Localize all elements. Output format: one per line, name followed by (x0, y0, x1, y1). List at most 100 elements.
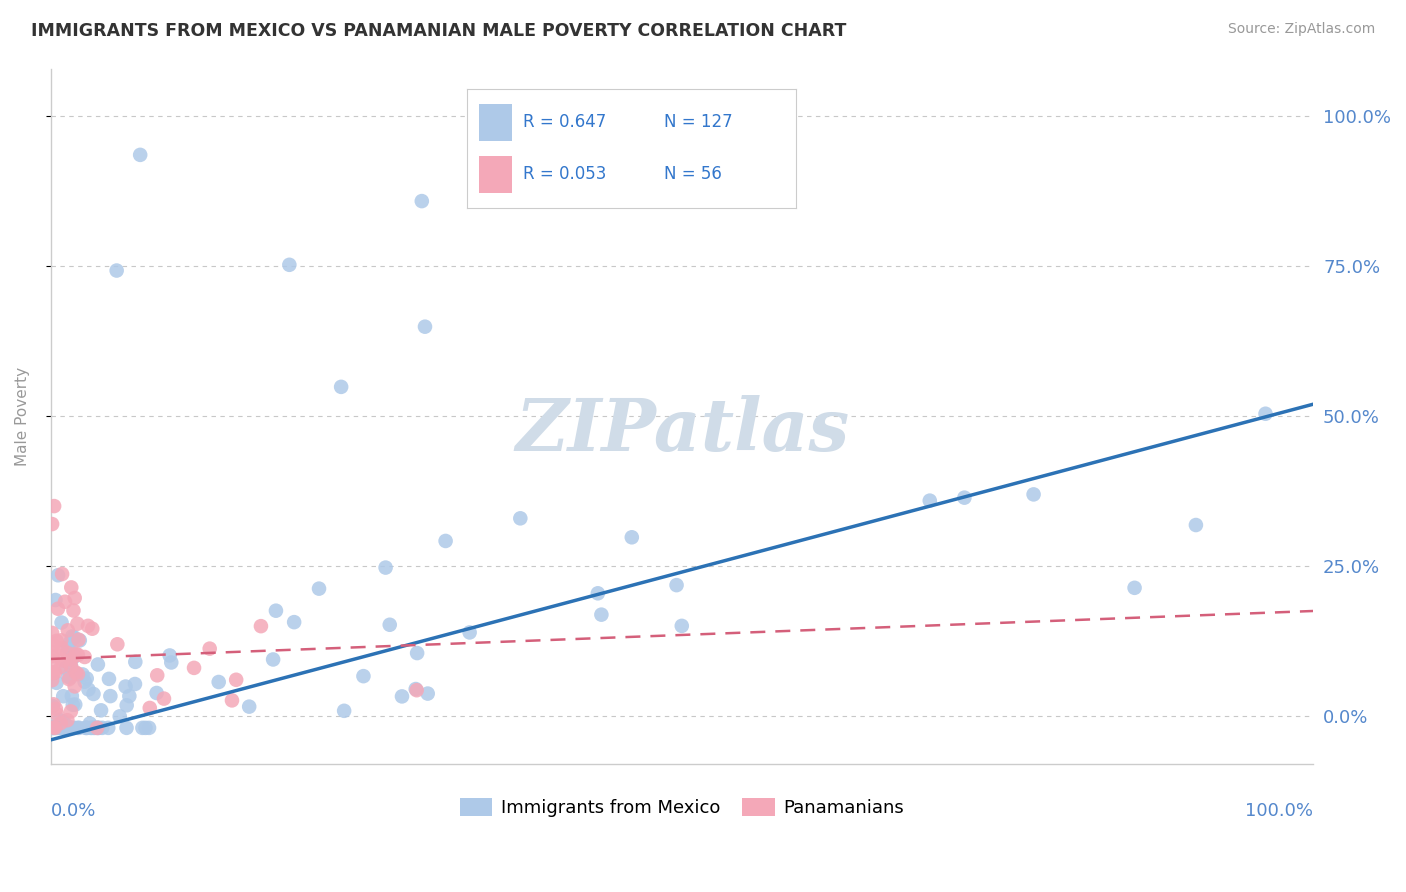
Point (278, 258, 301, 272)
Point (458, 625, 481, 640)
Point (250, 619, 273, 633)
Point (333, 704, 356, 718)
Point (114, 680, 136, 694)
Point (509, 511, 531, 525)
Point (66, 721, 89, 735)
Point (83, 721, 105, 735)
Point (66, 667, 89, 681)
Point (953, 491, 976, 505)
Point (80, 721, 103, 735)
Point (66, 648, 89, 662)
Point (77, 682, 100, 697)
Point (45, 702, 67, 716)
Point (49, 716, 72, 731)
Point (41, 626, 63, 640)
Point (53, 595, 76, 609)
Point (146, 668, 169, 682)
Point (41, 654, 63, 668)
Point (49, 721, 72, 735)
Point (82, 687, 104, 701)
Point (87, 721, 110, 735)
Point (153, 691, 176, 706)
Point (60, 652, 83, 666)
Point (90, 703, 112, 717)
Point (60, 689, 83, 703)
Text: Source: ZipAtlas.com: Source: ZipAtlas.com (1227, 22, 1375, 37)
Point (65, 666, 87, 681)
Point (41, 699, 63, 714)
Point (134, 721, 156, 735)
Point (42, 721, 65, 735)
Point (77, 619, 100, 633)
Point (48, 721, 70, 735)
Point (97, 721, 120, 735)
Point (41, 517, 63, 532)
Point (42, 721, 65, 735)
Point (665, 578, 688, 592)
Point (42, 721, 65, 735)
Point (87, 657, 110, 672)
Point (63, 649, 86, 664)
Point (41, 649, 63, 664)
Point (238, 699, 260, 714)
Point (56, 646, 79, 660)
Point (75, 721, 97, 735)
Point (80, 721, 103, 735)
Point (44, 721, 66, 735)
Point (65, 665, 87, 680)
Legend: Immigrants from Mexico, Panamanians: Immigrants from Mexico, Panamanians (453, 791, 911, 824)
Point (46, 601, 69, 615)
Point (124, 677, 146, 691)
Point (82, 622, 104, 636)
Point (131, 721, 153, 735)
Point (97, 672, 120, 686)
Point (48, 713, 70, 727)
Point (108, 709, 131, 723)
Point (160, 656, 183, 670)
Point (41, 665, 63, 680)
Point (62, 698, 84, 712)
Point (46, 721, 69, 735)
Point (124, 655, 146, 669)
Point (42, 665, 65, 680)
Point (1123, 581, 1146, 595)
Point (45, 633, 67, 648)
Point (62, 646, 84, 660)
Point (51, 721, 73, 735)
Point (1022, 487, 1045, 501)
Y-axis label: Male Poverty: Male Poverty (15, 367, 30, 466)
Point (42, 720, 65, 734)
Point (55, 721, 77, 735)
Point (44, 645, 66, 659)
Point (586, 586, 609, 600)
Point (118, 689, 141, 703)
Point (51, 721, 73, 735)
Point (59, 671, 82, 685)
Point (41, 721, 63, 735)
Point (406, 646, 429, 660)
Point (46, 568, 69, 582)
Point (86, 721, 108, 735)
Point (75, 721, 97, 735)
Point (100, 689, 122, 703)
Point (63, 649, 86, 664)
Point (434, 533, 457, 548)
Point (52, 690, 75, 704)
Point (83, 721, 105, 735)
Point (45, 676, 67, 690)
Point (58, 721, 80, 735)
Point (416, 687, 439, 701)
Point (56, 624, 79, 638)
Point (91, 721, 114, 735)
Point (53, 714, 76, 729)
Point (44, 593, 66, 607)
Point (44, 721, 66, 735)
Point (60, 630, 83, 644)
Point (138, 721, 160, 735)
Point (671, 619, 693, 633)
Point (374, 560, 396, 574)
Point (60, 721, 83, 735)
Point (67, 632, 90, 647)
Point (59, 721, 82, 735)
Point (159, 648, 181, 663)
